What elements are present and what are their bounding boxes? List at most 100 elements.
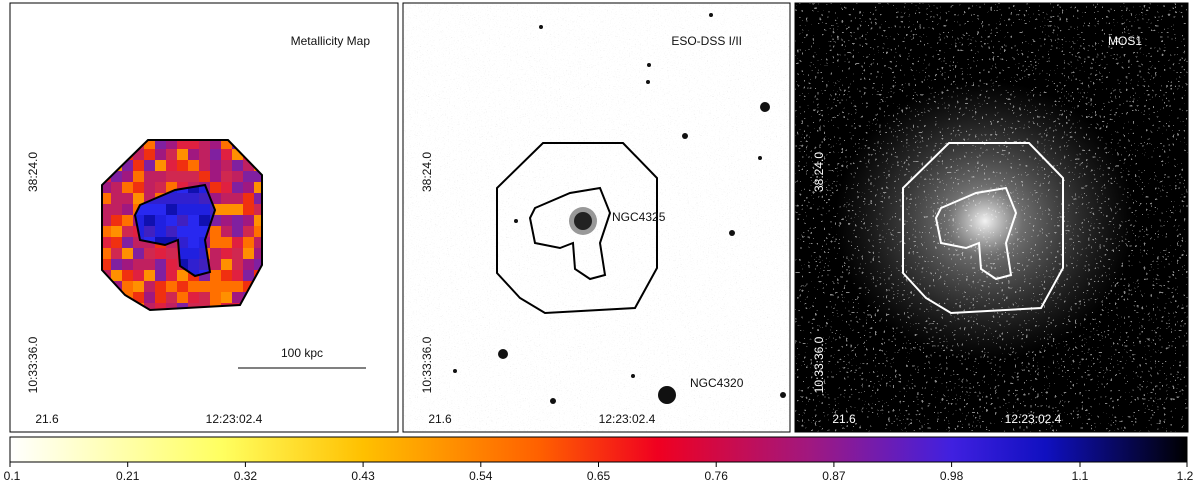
- pixel: [221, 270, 232, 281]
- pixel: [188, 160, 199, 171]
- pixel: [188, 303, 199, 310]
- pixel: [210, 149, 221, 160]
- pixel: [188, 281, 199, 292]
- pixel: [177, 171, 188, 182]
- pixel: [199, 226, 210, 237]
- pixel: [221, 171, 232, 182]
- pixel: [232, 248, 243, 259]
- pixel: [133, 292, 144, 303]
- pixel: [155, 237, 166, 248]
- tick-label: 0.54: [469, 469, 493, 483]
- pixel: [133, 171, 144, 182]
- pixel: [188, 149, 199, 160]
- pixel: [210, 171, 221, 182]
- pixel: [166, 292, 177, 303]
- pixel: [177, 226, 188, 237]
- pixel: [144, 182, 155, 193]
- pixel: [111, 182, 122, 193]
- pixel: [232, 149, 243, 160]
- pixel: [254, 171, 262, 182]
- pixel: [232, 226, 243, 237]
- pixel: [155, 182, 166, 193]
- pixel: [199, 215, 210, 226]
- pixel: [102, 193, 111, 204]
- pixel: [122, 182, 133, 193]
- pixel: [210, 226, 221, 237]
- pixel: [221, 149, 232, 160]
- pixel: [133, 248, 144, 259]
- pixel: [111, 171, 122, 182]
- pixel: [111, 193, 122, 204]
- pixel: [144, 292, 155, 303]
- dec-tick-label: 10:33:36.0: [26, 336, 40, 393]
- pixel: [177, 270, 188, 281]
- pixel: [177, 149, 188, 160]
- pixel: [210, 182, 221, 193]
- pixel: [122, 259, 133, 270]
- pixel: [232, 281, 243, 292]
- pixel: [133, 270, 144, 281]
- pixel: [188, 171, 199, 182]
- pixel: [133, 193, 144, 204]
- pixel: [199, 160, 210, 171]
- pixel: [111, 215, 122, 226]
- ra-tick-label: 12:23:02.4: [599, 412, 656, 426]
- pixel: [166, 248, 177, 259]
- pixel: [122, 204, 133, 215]
- pixel: [188, 193, 199, 204]
- ra-tick-label: 12:23:02.4: [206, 412, 263, 426]
- pixel: [221, 248, 232, 259]
- pixel: [166, 226, 177, 237]
- pixel: [144, 259, 155, 270]
- pixel: [199, 204, 210, 215]
- pixel: [122, 193, 133, 204]
- pixel: [232, 193, 243, 204]
- pixel: [254, 226, 262, 237]
- pixel: [144, 303, 155, 310]
- pixel: [210, 248, 221, 259]
- pixel: [221, 215, 232, 226]
- pixel: [232, 182, 243, 193]
- pixel: [210, 292, 221, 303]
- pixel: [144, 149, 155, 160]
- pixel: [188, 248, 199, 259]
- pixel: [155, 204, 166, 215]
- pixel: [135, 215, 144, 226]
- pixel: [102, 248, 111, 259]
- pixel: [243, 204, 254, 215]
- pixel: [232, 237, 243, 248]
- pixel: [199, 140, 210, 149]
- pixel: [111, 259, 122, 270]
- dec-tick-label: 38:24.0: [26, 152, 40, 192]
- pixel: [133, 281, 144, 292]
- pixel: [232, 215, 243, 226]
- pixel: [221, 160, 232, 171]
- pixel: [144, 226, 155, 237]
- pixel: [221, 140, 232, 149]
- pixel: [155, 248, 166, 259]
- pixel: [133, 237, 144, 248]
- tick-label: 0.87: [822, 469, 846, 483]
- panel-label: MOS1: [1108, 34, 1142, 48]
- pixel: [243, 193, 254, 204]
- pixel: [133, 149, 144, 160]
- pixel: [210, 215, 221, 226]
- pixel: [177, 237, 188, 248]
- pixel: [232, 204, 243, 215]
- pixel: [210, 259, 221, 270]
- pixel: [122, 237, 133, 248]
- pixel: [254, 193, 262, 204]
- pixel: [221, 259, 232, 270]
- pixel: [102, 215, 111, 226]
- pixel: [188, 204, 199, 215]
- pixel: [188, 215, 199, 226]
- pixel: [135, 204, 144, 215]
- dec-tick-label: 38:24.0: [812, 152, 826, 192]
- panel-frame: [402, 2, 791, 433]
- pixel: [155, 259, 166, 270]
- tick-label: 0.32: [234, 469, 258, 483]
- pixel: [144, 171, 155, 182]
- pixel: [177, 204, 188, 215]
- colorbar-axis: 0.1 0.21 0.32 0.43 0.54 0.65 0.76 0.87 0.98 1.1 1.…: [4, 462, 1194, 483]
- pixel: [243, 182, 254, 193]
